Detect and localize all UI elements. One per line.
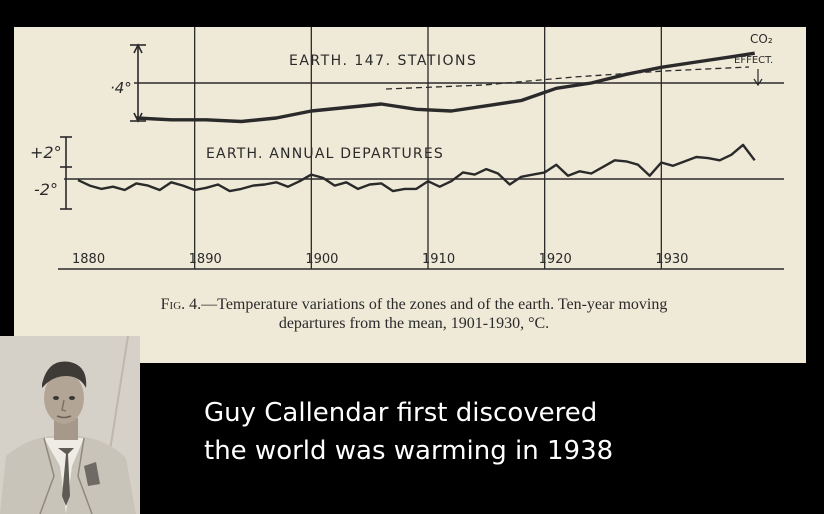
lower-panel-title: EARTH. ANNUAL DEPARTURES — [206, 146, 444, 162]
portrait-photo — [0, 336, 140, 514]
plus-scale-label: +2° — [30, 143, 62, 162]
co2-arrowhead — [753, 78, 763, 87]
upper-panel-title: EARTH. 147. STATIONS — [289, 53, 477, 69]
figure-panel: ·4° +2° -2° EARTH. 147. STATIONS EARTH. … — [14, 27, 806, 363]
co2-annotation-line1: CO₂ — [750, 32, 773, 46]
lower-scale-bracket — [60, 136, 72, 210]
tick-label-1920: 1920 — [539, 252, 572, 267]
tick-label-1910: 1910 — [422, 252, 455, 267]
minus-scale-label: -2° — [34, 180, 58, 199]
upper-scale-label: ·4° — [110, 79, 132, 97]
series-earth-annual-departures — [77, 143, 756, 193]
tick-label-1890: 1890 — [189, 252, 222, 267]
upper-dashed-trend — [385, 66, 750, 90]
caption-prefix: Fig. 4.— — [160, 296, 218, 313]
temperature-chart: ·4° +2° -2° EARTH. 147. STATIONS EARTH. … — [30, 27, 784, 270]
figure-caption: Fig. 4.—Temperature variations of the zo… — [44, 295, 784, 333]
banner-line-2: the world was warming in 1938 — [204, 436, 614, 466]
co2-annotation-line2: EFFECT. — [734, 55, 773, 66]
x-tick-labels: 1880 1890 1900 1910 1920 1930 — [72, 252, 688, 267]
caption-line-2: departures from the mean, 1901-1930, °C. — [278, 315, 550, 332]
upper-scale-bracket — [130, 43, 146, 123]
portrait-illustration — [0, 336, 140, 514]
tick-label-1900: 1900 — [305, 252, 338, 267]
series-earth-147-stations — [136, 51, 755, 124]
tick-label-1930: 1930 — [655, 252, 688, 267]
tick-label-1880: 1880 — [72, 252, 105, 267]
banner-line-1: Guy Callendar first discovered — [204, 398, 598, 428]
caption-line-1: Temperature variations of the zones and … — [217, 296, 668, 313]
banner-caption: Guy Callendar first discovered the world… — [204, 394, 804, 470]
